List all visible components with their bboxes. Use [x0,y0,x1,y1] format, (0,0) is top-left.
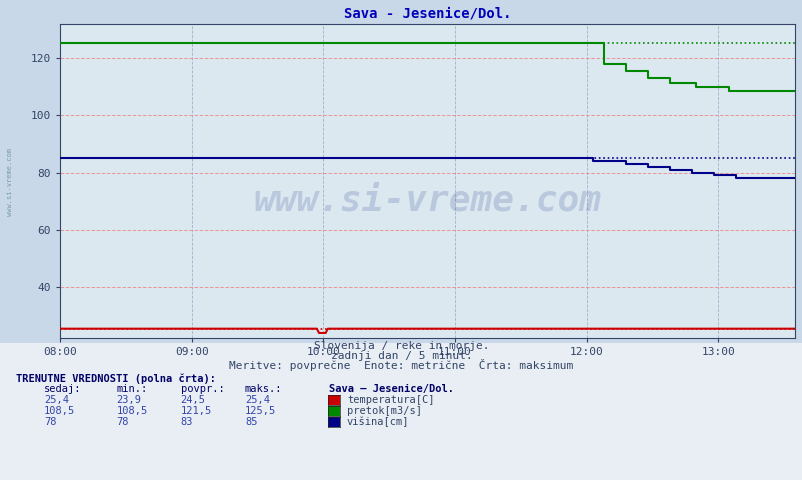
Text: Meritve: povprečne  Enote: metrične  Črta: maksimum: Meritve: povprečne Enote: metrične Črta:… [229,359,573,371]
Text: višina[cm]: višina[cm] [346,417,409,427]
Text: 125,5: 125,5 [245,406,276,416]
Text: maks.:: maks.: [245,384,282,394]
Text: povpr.:: povpr.: [180,384,224,394]
Text: 83: 83 [180,417,193,427]
Title: Sava - Jesenice/Dol.: Sava - Jesenice/Dol. [343,6,511,20]
Text: min.:: min.: [116,384,148,394]
Text: TRENUTNE VREDNOSTI (polna črta):: TRENUTNE VREDNOSTI (polna črta): [16,373,216,384]
Text: 108,5: 108,5 [44,406,75,416]
Text: temperatura[C]: temperatura[C] [346,395,434,405]
Text: 23,9: 23,9 [116,395,141,405]
Text: 85: 85 [245,417,257,427]
Text: 108,5: 108,5 [116,406,148,416]
Text: pretok[m3/s]: pretok[m3/s] [346,406,421,416]
Text: 121,5: 121,5 [180,406,212,416]
Text: 78: 78 [116,417,129,427]
Text: Sava – Jesenice/Dol.: Sava – Jesenice/Dol. [329,384,454,394]
Text: zadnji dan / 5 minut.: zadnji dan / 5 minut. [330,351,472,361]
Text: Slovenija / reke in morje.: Slovenija / reke in morje. [314,341,488,351]
Text: 24,5: 24,5 [180,395,205,405]
Text: www.si-vreme.com: www.si-vreme.com [7,148,14,216]
Text: 25,4: 25,4 [44,395,69,405]
Text: sedaj:: sedaj: [44,384,82,394]
Text: 78: 78 [44,417,57,427]
Text: www.si-vreme.com: www.si-vreme.com [253,183,601,217]
Text: 25,4: 25,4 [245,395,269,405]
